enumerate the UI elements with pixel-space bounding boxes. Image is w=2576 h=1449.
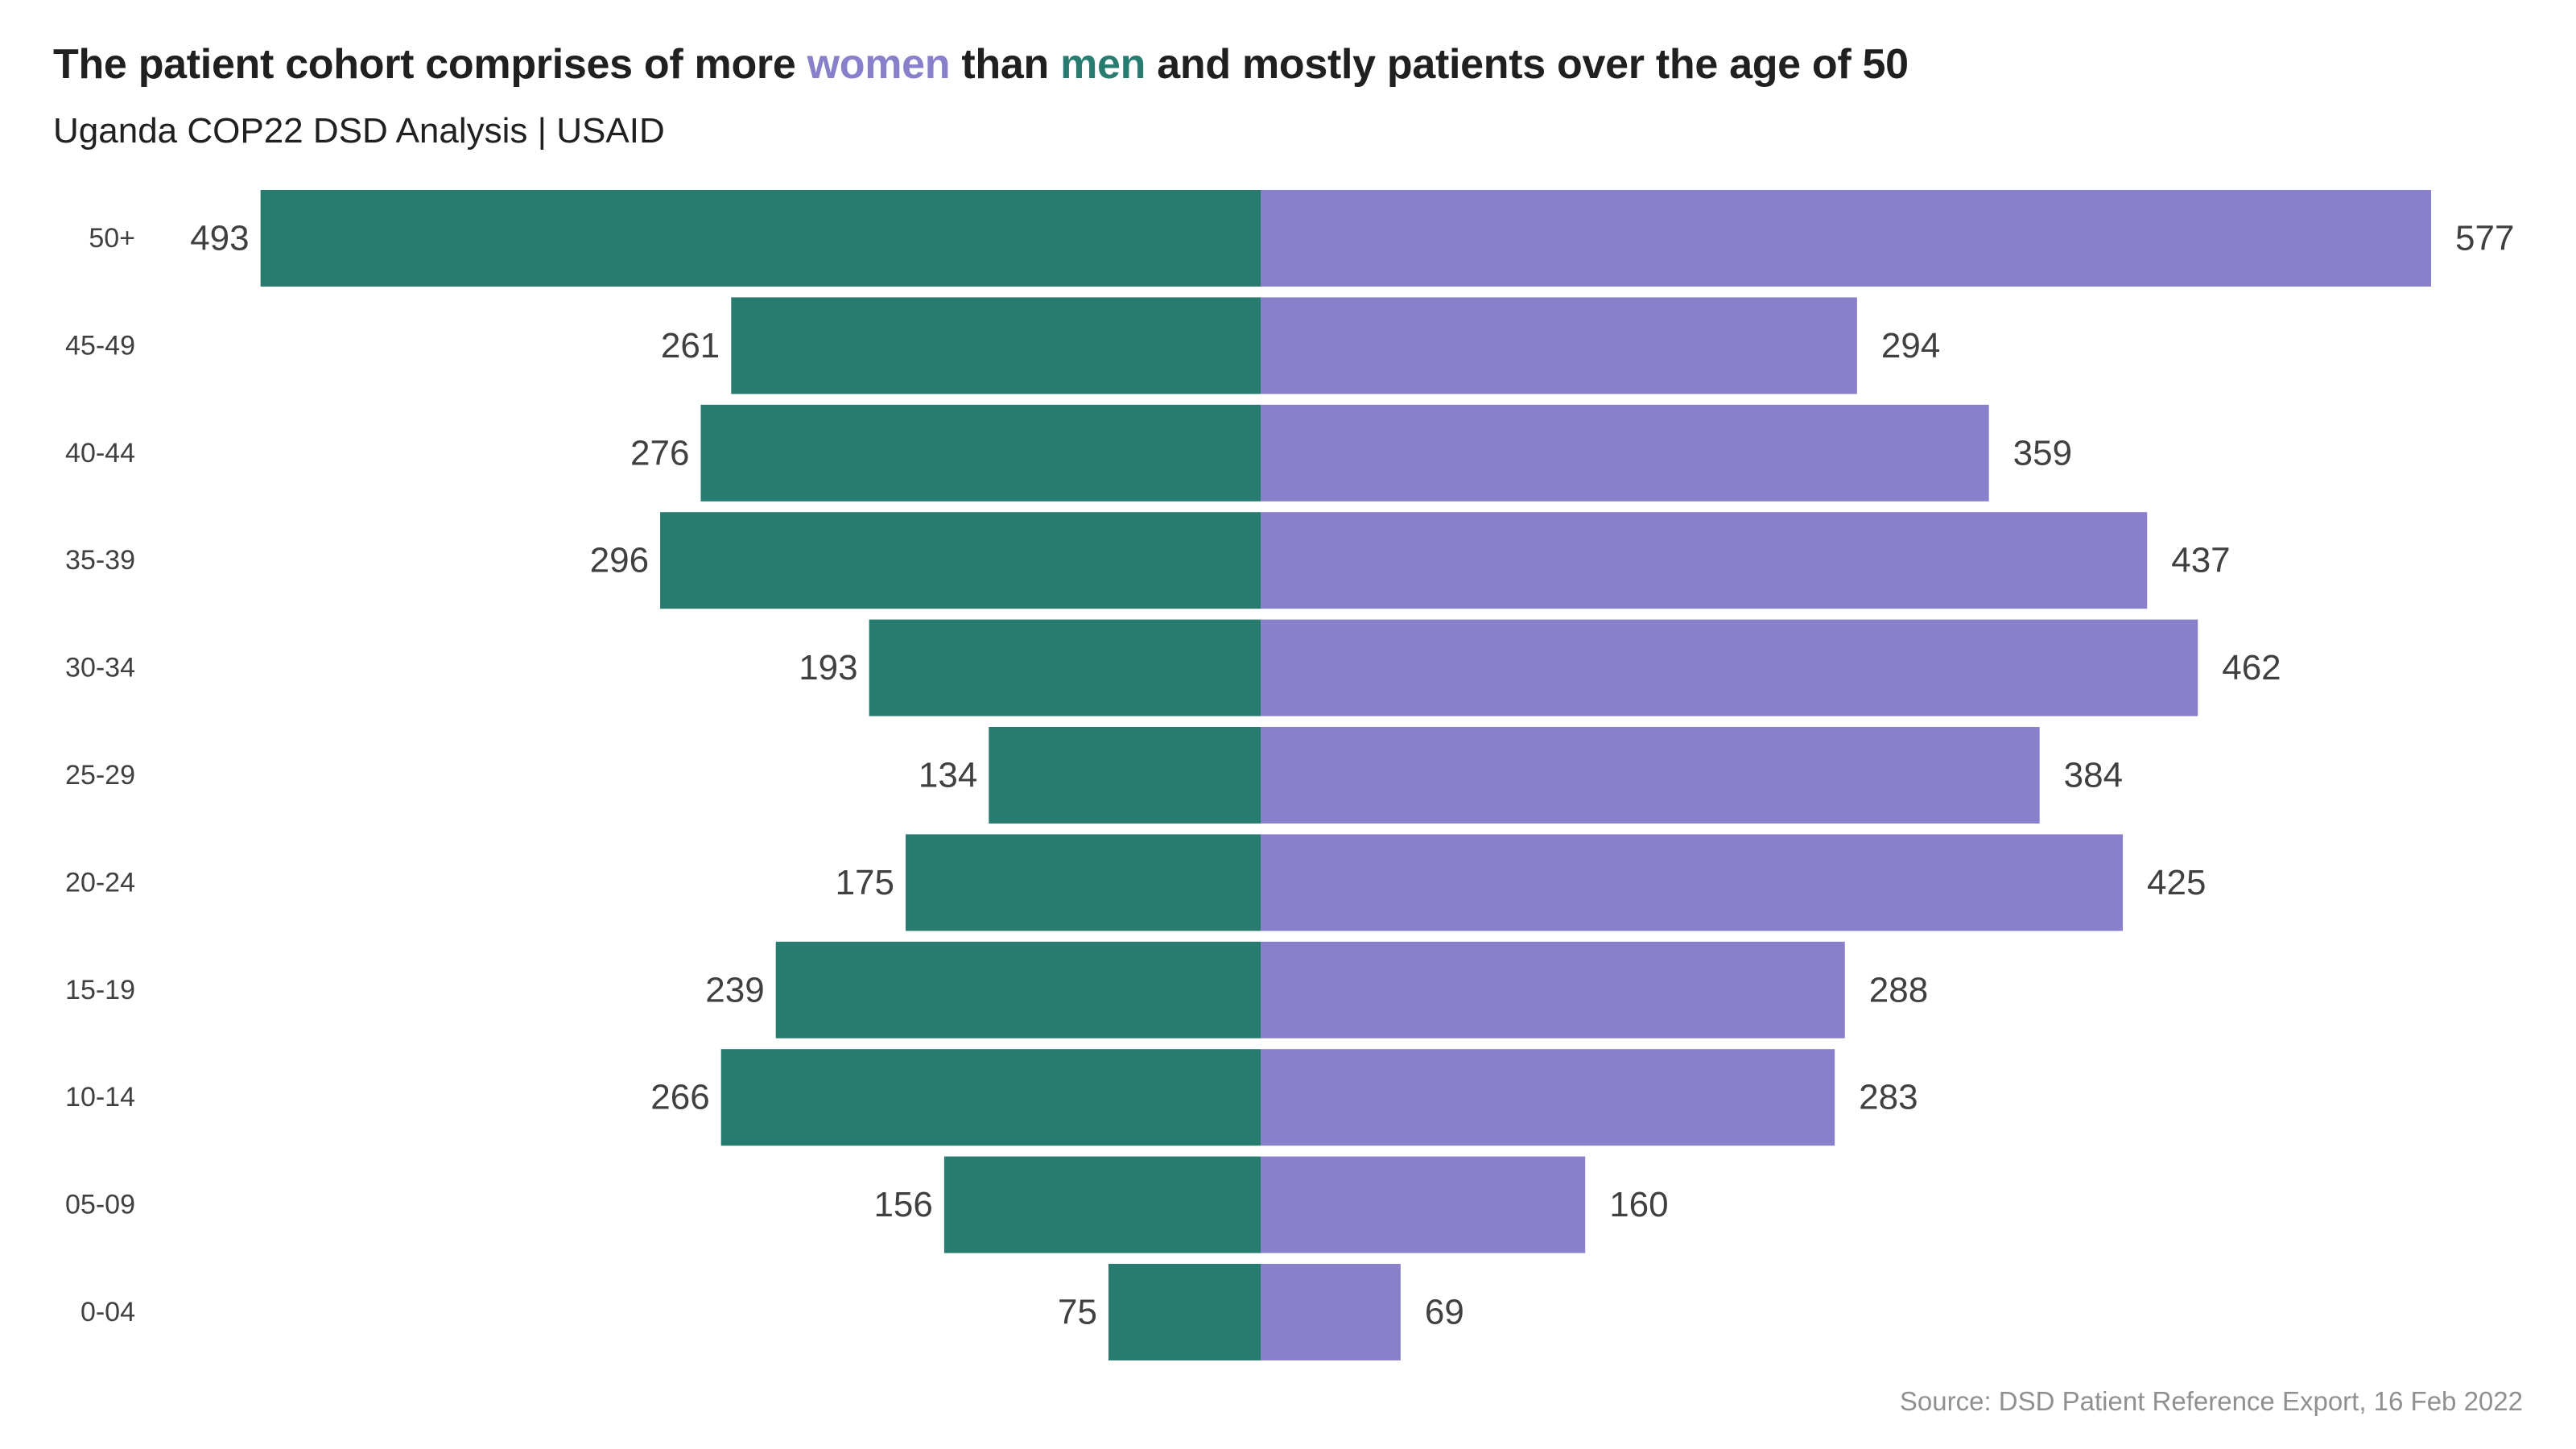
title-part-1: The patient cohort comprises of more	[53, 41, 807, 88]
bar-right-50	[1261, 190, 2432, 287]
bar-right-35-39	[1261, 512, 2148, 609]
bar-right-0-04	[1261, 1264, 1401, 1360]
source-caption: Source: DSD Patient Reference Export, 16…	[1899, 1386, 2523, 1416]
value-label-right-50: 577	[2455, 219, 2514, 258]
value-label-left-50: 493	[190, 219, 249, 258]
bar-right-15-19	[1261, 941, 1845, 1038]
bar-left-15-19	[775, 941, 1261, 1038]
value-label-left-40-44: 276	[630, 433, 689, 473]
bar-left-35-39	[660, 512, 1261, 609]
age-group-label-10-14: 10-14	[65, 1082, 135, 1113]
value-label-right-30-34: 462	[2222, 648, 2281, 687]
bar-right-25-29	[1261, 727, 2040, 824]
bar-right-45-49	[1261, 297, 1857, 394]
age-group-axis: 50+ 45-49 40-44 35-39 30-34 25-29 20-24 15-19 10…	[65, 223, 135, 1327]
bar-left-10-14	[720, 1049, 1261, 1146]
value-label-right-40-44: 359	[2013, 433, 2072, 473]
age-group-label-05-09: 05-09	[65, 1190, 135, 1220]
bar-left-0-04	[1108, 1264, 1261, 1360]
bar-right-30-34	[1261, 619, 2198, 716]
age-group-label-0-04: 0-04	[80, 1297, 135, 1327]
value-label-left-30-34: 193	[799, 648, 857, 687]
bar-left-20-24	[906, 834, 1261, 931]
age-group-label-35-39: 35-39	[65, 545, 135, 576]
bar-left-40-44	[700, 404, 1261, 502]
bar-left-25-29	[989, 727, 1261, 824]
bar-left-50	[260, 190, 1261, 287]
value-label-left-10-14: 266	[650, 1078, 709, 1117]
value-labels-group: 493 577 261 294 276 359 296 437 193 462 134 384 175 4…	[190, 219, 2514, 1332]
value-label-right-10-14: 283	[1859, 1078, 1918, 1117]
bar-right-20-24	[1261, 834, 2123, 931]
age-group-label-50: 50+	[89, 223, 135, 254]
value-label-left-05-09: 156	[873, 1185, 932, 1224]
value-label-left-25-29: 134	[919, 756, 977, 795]
value-label-right-05-09: 160	[1609, 1185, 1668, 1224]
bar-right-10-14	[1261, 1049, 1835, 1146]
value-label-left-20-24: 175	[836, 863, 894, 902]
age-group-label-20-24: 20-24	[65, 867, 135, 898]
value-label-left-35-39: 296	[590, 541, 649, 580]
age-group-label-25-29: 25-29	[65, 760, 135, 791]
value-label-right-15-19: 288	[1869, 970, 1928, 1009]
age-group-label-40-44: 40-44	[65, 438, 135, 469]
value-label-left-0-04: 75	[1058, 1293, 1097, 1332]
bar-left-30-34	[869, 619, 1261, 716]
bar-right-05-09	[1261, 1156, 1586, 1253]
bar-left-05-09	[943, 1156, 1261, 1253]
chart-title: The patient cohort comprises of more wom…	[53, 40, 1909, 89]
value-label-right-25-29: 384	[2064, 756, 2123, 795]
title-men-highlight: men	[1060, 41, 1146, 88]
value-label-right-45-49: 294	[1881, 326, 1940, 365]
age-group-label-45-49: 45-49	[65, 330, 135, 361]
value-label-right-20-24: 425	[2147, 863, 2206, 902]
bar-right-40-44	[1261, 404, 1989, 502]
value-label-right-35-39: 437	[2171, 541, 2230, 580]
title-women-highlight: women	[807, 41, 951, 88]
age-group-label-30-34: 30-34	[65, 653, 135, 683]
age-group-label-15-19: 15-19	[65, 975, 135, 1005]
value-label-right-0-04: 69	[1425, 1293, 1464, 1332]
chart-subtitle: Uganda COP22 DSD Analysis | USAID	[53, 111, 665, 151]
bars-group	[260, 190, 2432, 1360]
value-label-left-45-49: 261	[661, 326, 720, 365]
bar-left-45-49	[731, 297, 1261, 394]
title-part-3: and mostly patients over the age of 50	[1146, 41, 1909, 88]
value-label-left-15-19: 239	[705, 970, 764, 1009]
title-part-2: than	[950, 41, 1061, 88]
